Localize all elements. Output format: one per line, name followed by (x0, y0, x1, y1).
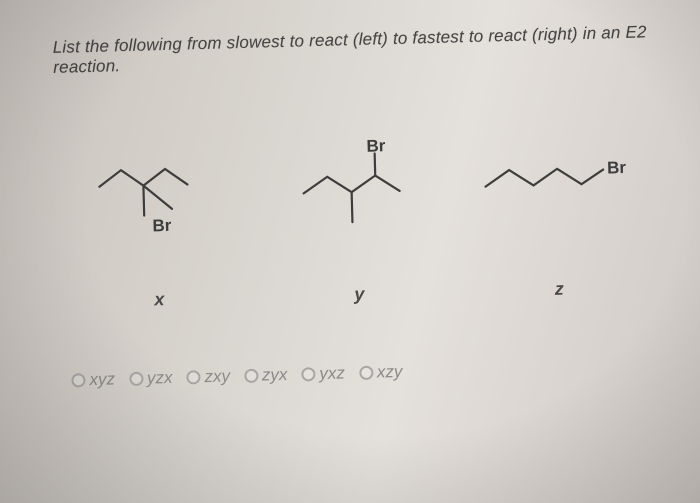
molecule-y-svg: Br (280, 138, 433, 242)
radio-icon (244, 369, 258, 383)
molecule-y: Br y (265, 138, 449, 308)
br-label-x: Br (152, 216, 172, 235)
br-label-z: Br (607, 158, 627, 177)
option-label: xyz (89, 369, 115, 390)
question-page: List the following from slowest to react… (22, 3, 694, 483)
option-label: yxz (319, 363, 345, 384)
option-label: xzy (377, 362, 403, 383)
br-label-y: Br (366, 138, 386, 156)
structures-row: Br x Br y Br z (25, 131, 689, 313)
radio-icon (186, 370, 200, 384)
option-yzx[interactable]: yzx (129, 368, 173, 389)
option-zxy[interactable]: zxy (186, 366, 230, 387)
molecule-y-label: y (354, 284, 365, 305)
option-zyx[interactable]: zyx (244, 365, 288, 386)
radio-icon (301, 367, 315, 381)
option-xzy[interactable]: xzy (359, 362, 403, 383)
option-label: zyx (262, 365, 288, 386)
molecule-z-svg: Br (470, 133, 643, 237)
molecule-x-label: x (154, 289, 165, 310)
radio-icon (71, 373, 85, 387)
molecule-z: Br z (465, 132, 649, 302)
molecule-x-svg: Br (80, 143, 233, 247)
molecule-x: Br x (65, 143, 249, 313)
option-label: zxy (204, 366, 230, 387)
option-yxz[interactable]: yxz (301, 363, 345, 384)
radio-icon (359, 366, 373, 380)
option-label: yzx (147, 368, 173, 389)
molecule-z-label: z (554, 279, 564, 300)
question-prompt: List the following from slowest to react… (53, 22, 678, 78)
radio-icon (129, 372, 143, 386)
option-xyz[interactable]: xyz (71, 369, 115, 390)
answer-options: xyz yzx zxy zyx yxz xzy (71, 354, 691, 390)
